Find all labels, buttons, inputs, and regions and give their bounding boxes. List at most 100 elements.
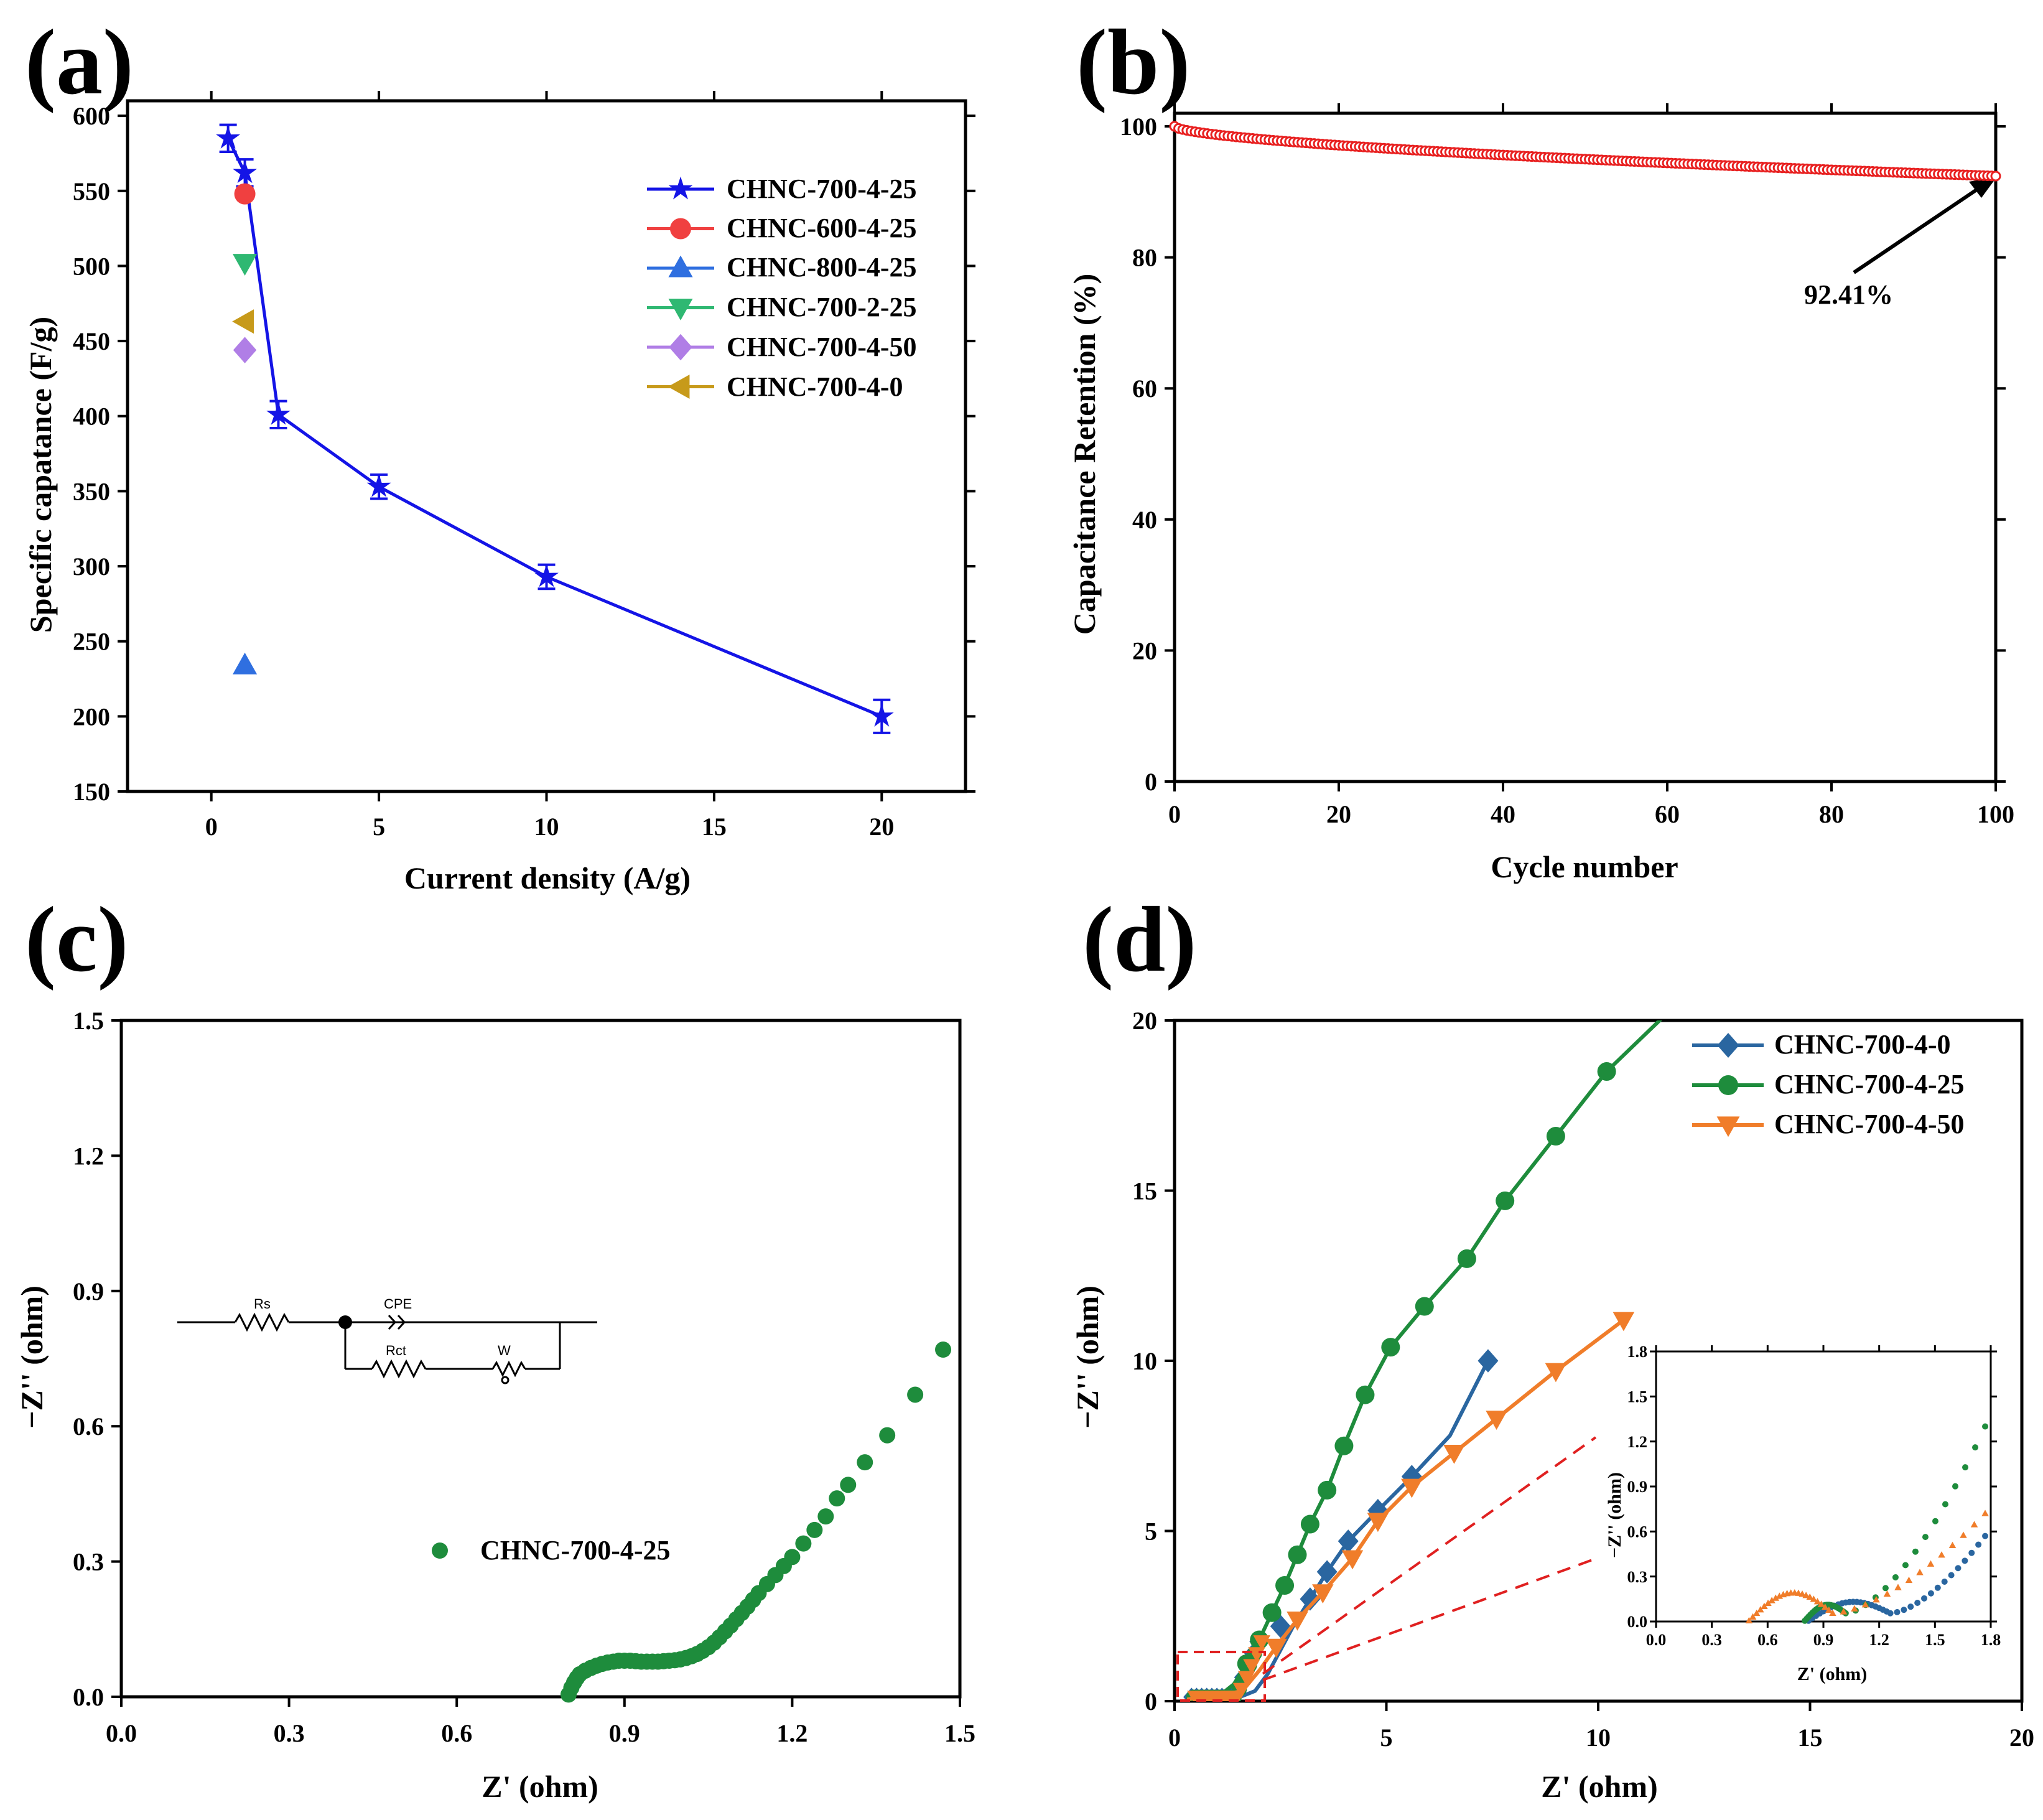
panel-d-series-1-point-4 [1288, 1545, 1307, 1564]
legend-c-marker-0 [432, 1542, 448, 1559]
panel-d-series-1-point-10 [1415, 1297, 1434, 1316]
legend-a-label-0: CHNC-700-4-25 [727, 174, 917, 204]
panel-d-plot-area [1183, 1020, 1663, 1701]
inset-series-1-tail-8 [1922, 1534, 1929, 1541]
inset-series-2-arc-15 [1802, 1592, 1810, 1598]
panel-a-series-0-line [226, 138, 883, 718]
inset-ytick-label-6: 1.8 [1627, 1343, 1648, 1361]
panel-b-xtick-label-0: 0 [1168, 800, 1181, 828]
panel-b-ytick-label-2: 40 [1132, 506, 1157, 534]
panel-a-series-0-point-1 [233, 160, 257, 184]
panel-d-series-0-point-2 [1316, 1560, 1338, 1584]
panel-d-series-0-point-1 [1300, 1587, 1321, 1611]
panel-d-series-1-point-6 [1318, 1480, 1337, 1500]
inset-series-2-arc-6 [1768, 1597, 1775, 1603]
legend-d-label-0: CHNC-700-4-0 [1774, 1029, 1951, 1060]
panel-a-series-0-point-4 [534, 564, 559, 587]
panel-c-xtick-label-3: 0.9 [609, 1719, 640, 1747]
inset-xtick-label-5: 1.5 [1925, 1631, 1945, 1649]
panel-c-point-43 [817, 1508, 834, 1525]
panel-d-series-1-point-5 [1300, 1514, 1319, 1534]
inset-series-1-tail-5 [1892, 1574, 1899, 1580]
panel-b-ytick-label-0: 0 [1145, 768, 1157, 796]
panel-a-series-5-point-0 [232, 309, 254, 334]
inset-series-1-tail-13 [1972, 1444, 1979, 1451]
legend-d-label-1: CHNC-700-4-25 [1774, 1069, 1965, 1099]
panel-c-frame [119, 1019, 962, 1699]
panel-c-point-48 [907, 1386, 924, 1403]
panel-d-xtick-label-3: 15 [1798, 1724, 1823, 1752]
inset-series-2-arc-7 [1772, 1594, 1779, 1601]
inset-series-1-tail-4 [1882, 1585, 1889, 1592]
panel-d-series-1-point-7 [1334, 1436, 1354, 1455]
panel-b-point-200 [1990, 170, 2001, 182]
panel-a-ytick-label-7: 500 [73, 252, 110, 280]
panel-d-series-2-point-0 [1265, 1638, 1287, 1658]
inset-series-0-tail-11 [1962, 1557, 1968, 1564]
inset-series-1-tail-7 [1912, 1548, 1919, 1555]
panel-b-xtick-label-2: 40 [1491, 800, 1515, 828]
panel-d-ylabel: −Z'' (ohm) [1070, 1286, 1105, 1429]
panel-a-series-0-point-5 [869, 703, 894, 727]
inset-series-2-arc-19 [1817, 1600, 1825, 1607]
inset-series-2-arc-18 [1813, 1598, 1822, 1605]
panel-a-xtick-label-2: 10 [534, 813, 559, 841]
panel-c-ytick-label-5: 1.5 [73, 1007, 104, 1035]
inset-ytick-label-5: 1.5 [1627, 1388, 1648, 1406]
panel-d-series-1-point-2 [1262, 1603, 1282, 1622]
inset-series-2-tail-11 [1948, 1541, 1957, 1548]
inset-xtick-label-2: 0.6 [1757, 1631, 1778, 1649]
panel-d-zoom-line-1 [1262, 1436, 1597, 1675]
panel-b-xtick-label-5: 100 [1977, 800, 2014, 828]
panel-c-ytick-label-1: 0.3 [73, 1548, 104, 1576]
inset-series-1-tail-11 [1952, 1483, 1958, 1490]
panel-c-ytick-label-2: 0.6 [73, 1412, 104, 1440]
legend-a-marker-5 [668, 374, 690, 399]
legend-a-label-4: CHNC-700-4-50 [727, 332, 917, 362]
panel-d-series-2-point-2 [1312, 1584, 1334, 1603]
inset-series-0-tail-9 [1948, 1572, 1955, 1579]
legend-a-marker-4 [669, 334, 692, 361]
inset-series-0-tail-8 [1941, 1579, 1948, 1585]
panel-c-point-44 [829, 1490, 845, 1507]
panel-c-xlabel: Z' (ohm) [482, 1769, 598, 1804]
panel-b-ylabel: Capacitance Retention (%) [1067, 274, 1102, 635]
inset-series-2-tail-6 [1894, 1584, 1902, 1590]
inset-series-1-tail-12 [1962, 1464, 1969, 1471]
inset-series-2-tail-9 [1927, 1560, 1935, 1567]
circuit-label-cpe: CPE [384, 1296, 412, 1312]
panel-a-ytick-label-5: 400 [73, 403, 110, 431]
panel-d-ytick-label-3: 15 [1132, 1177, 1157, 1205]
panel-c-point-46 [857, 1454, 873, 1471]
panel-label-d: (d) [1082, 888, 1196, 991]
panel-a-ytick-label-2: 250 [73, 628, 110, 656]
panel-label-a: (a) [25, 11, 134, 114]
legend-a-marker-3 [668, 299, 693, 320]
panel-a-ytick-label-9: 600 [73, 102, 110, 130]
panel-a-series-4-point-0 [233, 337, 257, 363]
panel-d-ytick-label-0: 0 [1145, 1687, 1157, 1715]
panel-d-series-1-point-12 [1496, 1191, 1515, 1210]
panel-d-zoom-box [1176, 1651, 1266, 1702]
legend-d-marker-2 [1716, 1116, 1740, 1137]
inset-series-1-tail-6 [1902, 1562, 1909, 1569]
panel-a-xlabel: Current density (A/g) [404, 861, 691, 895]
panel-d-series-2-point-5 [1401, 1478, 1423, 1498]
panel-b-xtick-label-3: 60 [1655, 800, 1680, 828]
panel-d-xtick-label-2: 10 [1586, 1724, 1611, 1752]
inset-ytick-label-2: 0.6 [1627, 1523, 1648, 1541]
panel-a-series-3-point-0 [233, 254, 258, 276]
panel-c-point-40 [784, 1549, 801, 1566]
panel-d-series-2-point-8 [1545, 1363, 1567, 1383]
panel-a-ytick-label-6: 450 [73, 327, 110, 355]
panel-d-series-2-dense-10 [1237, 1671, 1255, 1687]
panel-c-point-47 [879, 1427, 896, 1444]
legend-a-marker-1 [670, 218, 691, 240]
legend-a-label-1: CHNC-600-4-25 [727, 213, 917, 243]
circuit-label-rs: Rs [254, 1296, 271, 1312]
panel-c-point-45 [840, 1477, 857, 1493]
inset-xtick-label-6: 1.8 [1981, 1631, 2001, 1649]
panel-a-ytick-label-1: 200 [73, 702, 110, 730]
inset-series-2-tail-4 [1873, 1596, 1880, 1603]
inset-series-1-tail-9 [1932, 1518, 1938, 1524]
